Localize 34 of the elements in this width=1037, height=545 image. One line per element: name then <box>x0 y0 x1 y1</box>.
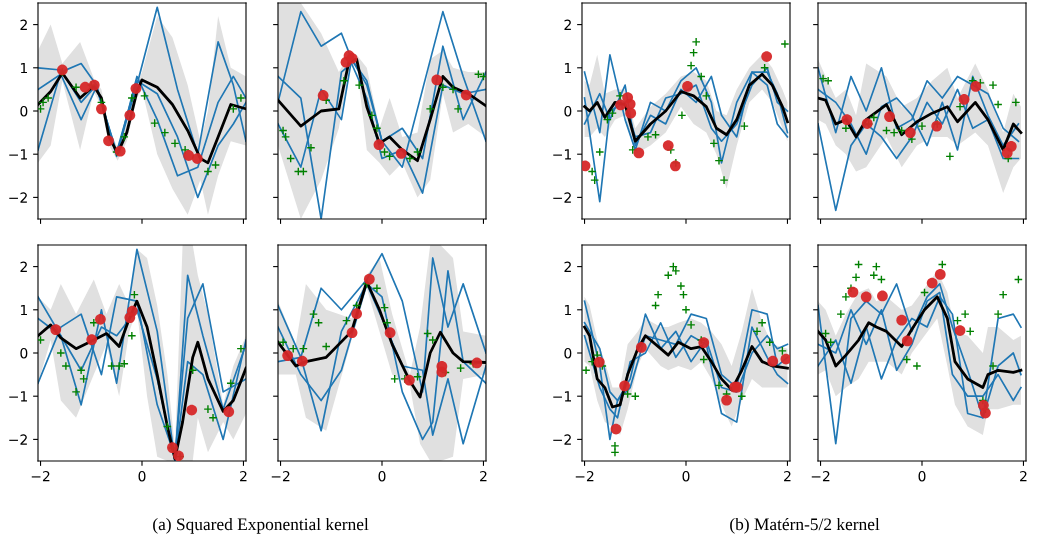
x-tick-label: 0 <box>682 470 690 482</box>
x-tick-label: 0 <box>918 470 926 482</box>
y-tick-label: −1 <box>553 149 571 160</box>
y-tick-label: 0 <box>20 105 28 117</box>
x-tick-label: 2 <box>784 470 791 482</box>
y-tick-label: −2 <box>553 192 571 203</box>
x-tick-label: −2 <box>575 470 594 482</box>
y-tick-label: 0 <box>564 347 572 359</box>
y-tick-label: −1 <box>553 391 571 402</box>
y-tick-label: −2 <box>9 192 27 203</box>
y-tick-label: −2 <box>553 434 571 445</box>
y-tick-label: −2 <box>9 434 27 445</box>
x-tick-label: 2 <box>480 470 487 482</box>
y-tick-label: −1 <box>9 391 27 402</box>
y-tick-label: 0 <box>20 347 28 359</box>
y-tick-label: 2 <box>20 19 27 30</box>
y-tick-label: 0 <box>564 105 572 117</box>
text: (a) Squared Exponential kernel <box>153 517 369 534</box>
y-tick-label: 2 <box>564 19 571 30</box>
x-tick-label: −2 <box>31 470 50 482</box>
y-tick-label: 1 <box>564 304 571 316</box>
x-tick-label: 0 <box>378 470 386 482</box>
x-tick-label: −2 <box>811 470 830 482</box>
x-tick-label: 2 <box>1020 470 1027 482</box>
text: (b) Matérn-5/2 kernel <box>730 517 880 534</box>
y-tick-label: 1 <box>20 304 27 316</box>
x-tick-label: 0 <box>138 470 146 482</box>
y-tick-label: 1 <box>564 62 571 74</box>
y-tick-label: 1 <box>20 62 27 74</box>
x-tick-label: 2 <box>240 470 247 482</box>
y-tick-label: 2 <box>564 261 571 272</box>
y-tick-label: 2 <box>20 261 27 272</box>
y-tick-label: −1 <box>9 149 27 160</box>
x-tick-label: −2 <box>271 470 290 482</box>
